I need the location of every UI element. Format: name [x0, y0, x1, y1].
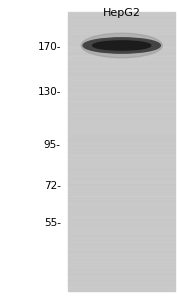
Text: 170-: 170- [37, 42, 61, 52]
Bar [68, 12, 175, 291]
Text: 55-: 55- [44, 218, 61, 228]
Text: HepG2: HepG2 [103, 8, 141, 17]
Text: 130-: 130- [37, 86, 61, 97]
Text: 72-: 72- [44, 182, 61, 191]
Text: 95-: 95- [44, 140, 61, 149]
